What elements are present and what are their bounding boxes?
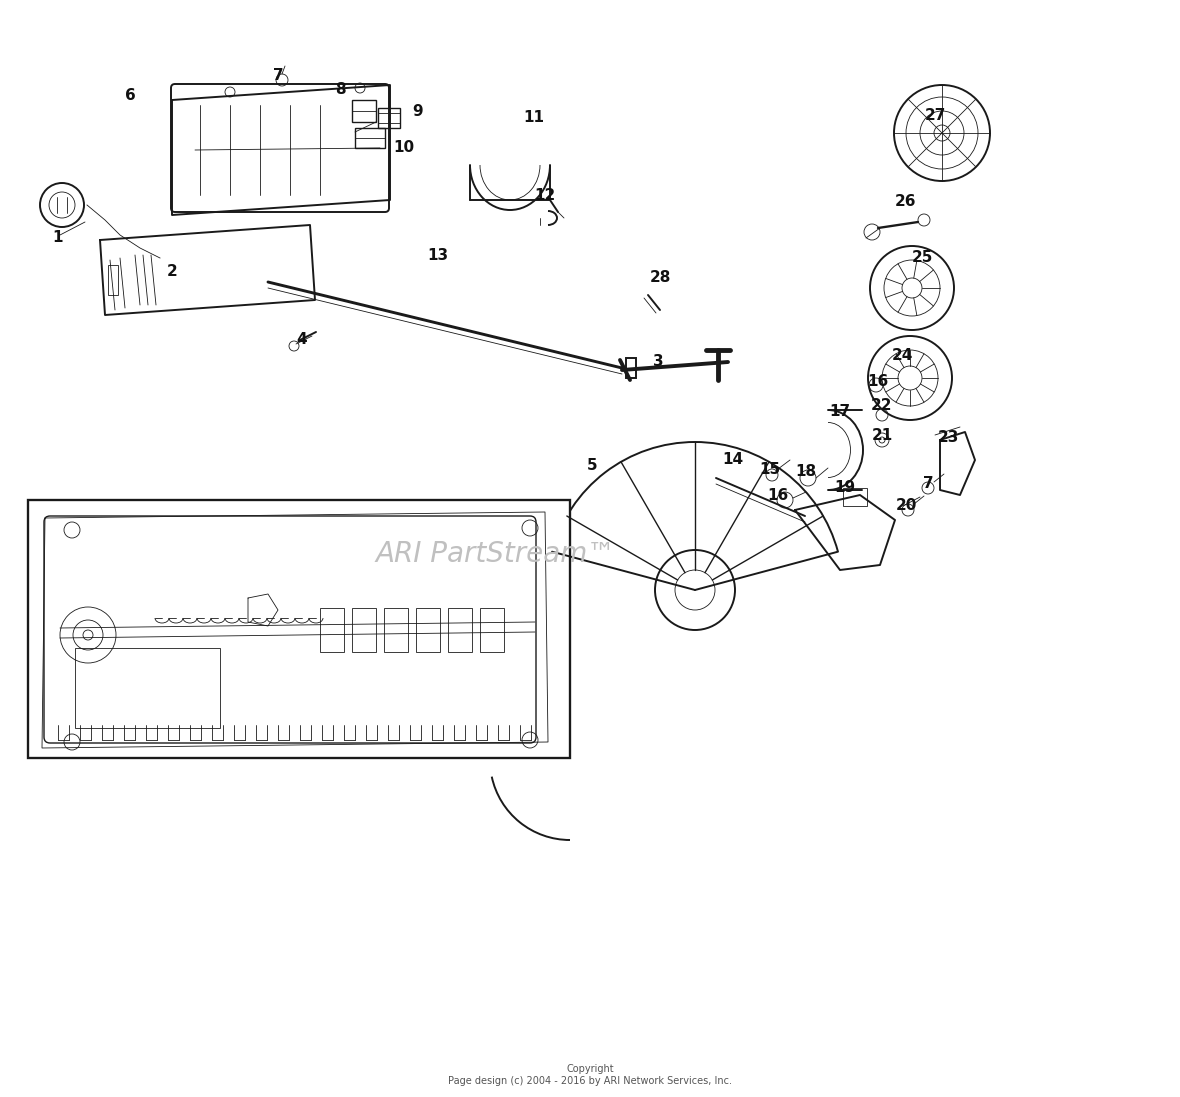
Bar bbox=[448, 608, 472, 652]
Bar bbox=[28, 500, 570, 758]
Text: 7: 7 bbox=[923, 476, 933, 491]
Text: 22: 22 bbox=[871, 398, 893, 414]
Text: 23: 23 bbox=[937, 430, 958, 445]
Text: 1: 1 bbox=[53, 230, 64, 246]
Text: 9: 9 bbox=[413, 104, 424, 120]
Text: 4: 4 bbox=[296, 332, 307, 348]
Bar bbox=[627, 358, 636, 378]
Bar bbox=[109, 265, 118, 295]
Text: 24: 24 bbox=[891, 349, 912, 363]
Text: 16: 16 bbox=[867, 374, 889, 389]
Bar bbox=[378, 108, 400, 128]
Text: 14: 14 bbox=[722, 452, 743, 467]
Bar bbox=[352, 100, 376, 122]
Bar bbox=[417, 608, 440, 652]
Text: 28: 28 bbox=[649, 271, 670, 285]
Text: 6: 6 bbox=[125, 89, 136, 103]
Text: 21: 21 bbox=[871, 428, 892, 442]
Text: 12: 12 bbox=[535, 189, 556, 204]
Text: 7: 7 bbox=[273, 68, 283, 83]
Text: 15: 15 bbox=[760, 463, 780, 477]
Text: 17: 17 bbox=[830, 405, 851, 419]
Bar bbox=[355, 128, 385, 148]
Text: 18: 18 bbox=[795, 464, 817, 479]
Text: 3: 3 bbox=[653, 354, 663, 370]
Bar bbox=[352, 608, 376, 652]
Text: 27: 27 bbox=[924, 109, 945, 124]
Text: 10: 10 bbox=[393, 140, 414, 156]
Text: 19: 19 bbox=[834, 479, 856, 495]
Text: 25: 25 bbox=[911, 250, 932, 265]
Text: 11: 11 bbox=[524, 111, 544, 125]
Bar bbox=[76, 648, 219, 728]
Text: Copyright
Page design (c) 2004 - 2016 by ARI Network Services, Inc.: Copyright Page design (c) 2004 - 2016 by… bbox=[448, 1064, 732, 1086]
Text: 20: 20 bbox=[896, 498, 917, 512]
Text: ARI PartStream™: ARI PartStream™ bbox=[375, 540, 616, 568]
Text: 16: 16 bbox=[767, 488, 788, 504]
Text: 2: 2 bbox=[166, 264, 177, 280]
Text: 26: 26 bbox=[896, 194, 917, 210]
Bar bbox=[320, 608, 345, 652]
Text: 8: 8 bbox=[335, 82, 346, 98]
Bar bbox=[480, 608, 504, 652]
Text: 5: 5 bbox=[586, 457, 597, 473]
Text: 13: 13 bbox=[427, 249, 448, 263]
Bar bbox=[384, 608, 408, 652]
Bar bbox=[843, 488, 867, 506]
